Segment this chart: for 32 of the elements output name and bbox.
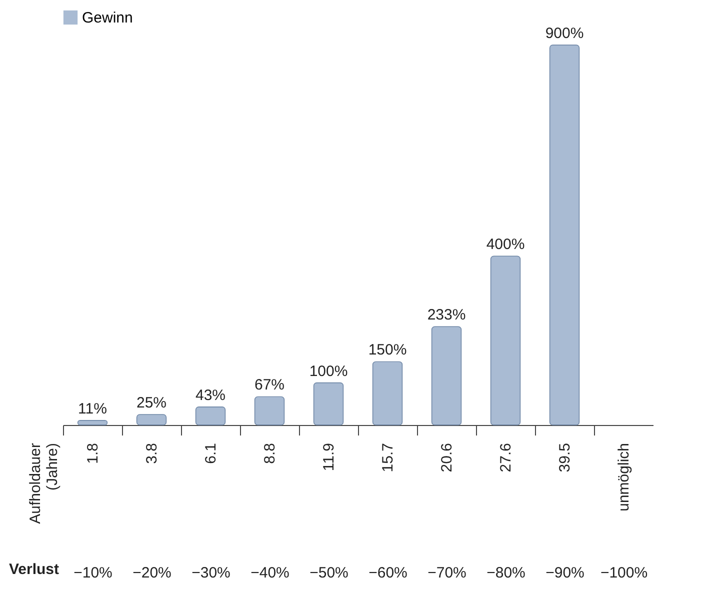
- data-label: 25%: [136, 394, 167, 412]
- data-label: 233%: [427, 306, 466, 324]
- x-tick-label: −50%: [310, 564, 348, 582]
- text: 27.6: [498, 443, 514, 472]
- text: unmöglich: [616, 443, 632, 512]
- data-label: 100%: [309, 362, 348, 380]
- legend-label: Gewinn: [82, 10, 133, 26]
- text: 8.8: [262, 443, 278, 464]
- x-tick-label: −60%: [368, 564, 408, 582]
- data-label: 400%: [486, 236, 525, 254]
- x-tick-label: −70%: [428, 564, 466, 582]
- text: 6.1: [202, 443, 220, 464]
- text: Aufholdauer (Jahre): [27, 443, 61, 524]
- x-tick-label: −20%: [132, 564, 172, 582]
- text: 1.8: [84, 443, 102, 464]
- text: 11.9: [320, 443, 338, 472]
- text: 15.7: [380, 443, 396, 472]
- data-label: 11%: [78, 400, 107, 418]
- x-tick-label: −100%: [600, 564, 648, 582]
- text: 39.5: [556, 443, 574, 472]
- x-tick-label: −30%: [192, 564, 230, 582]
- x-tick-label: −10%: [74, 564, 112, 582]
- x-tick-label: −40%: [250, 564, 290, 582]
- data-label: 900%: [545, 25, 584, 42]
- x-tick-label: −80%: [486, 564, 526, 582]
- data-label: 67%: [254, 376, 285, 394]
- data-label: 43%: [195, 386, 226, 404]
- text: 3.8: [144, 443, 160, 464]
- x-tick-label: −90%: [546, 564, 584, 582]
- text: Verlust: [8, 561, 59, 578]
- data-label: 150%: [368, 342, 407, 359]
- text: 20.6: [438, 443, 456, 472]
